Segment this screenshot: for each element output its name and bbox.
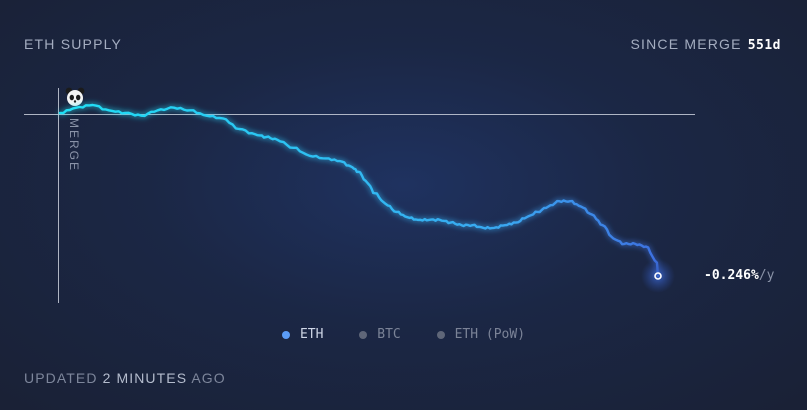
end-point-marker	[654, 272, 662, 280]
legend-dot-eth	[281, 330, 290, 339]
legend-label-eth: ETH	[299, 327, 324, 342]
legend-item-btc[interactable]: BTC	[359, 327, 401, 342]
supply-change-unit: /y	[758, 268, 775, 283]
chart-legend: ETH BTC ETH (PoW)	[0, 327, 807, 343]
updated-suffix: AGO	[187, 370, 226, 386]
end-point-glow	[641, 259, 675, 293]
supply-change-readout: -0.246%/y	[704, 268, 774, 283]
supply-change-value: -0.246%	[704, 268, 759, 283]
since-merge-days: 551d	[747, 38, 781, 53]
chart-title: ETH SUPPLY	[24, 36, 123, 52]
updated-value: 2 MINUTES	[102, 370, 188, 386]
panda-icon	[65, 87, 85, 108]
eth-supply-line	[58, 103, 660, 278]
legend-label-btc: BTC	[377, 327, 401, 342]
since-merge-label: SINCE MERGE	[630, 36, 742, 52]
since-merge: SINCE MERGE 551d	[630, 36, 781, 53]
legend-dot-eth-pow	[436, 330, 445, 339]
updated-prefix: UPDATED	[24, 370, 103, 386]
legend-item-eth-pow[interactable]: ETH (PoW)	[436, 327, 526, 342]
legend-dot-btc	[359, 330, 368, 339]
merge-label: MERGE	[67, 118, 81, 172]
legend-label-eth-pow: ETH (PoW)	[454, 327, 526, 342]
updated-status: UPDATED 2 MINUTES AGO	[24, 370, 226, 386]
legend-item-eth[interactable]: ETH	[281, 327, 324, 342]
